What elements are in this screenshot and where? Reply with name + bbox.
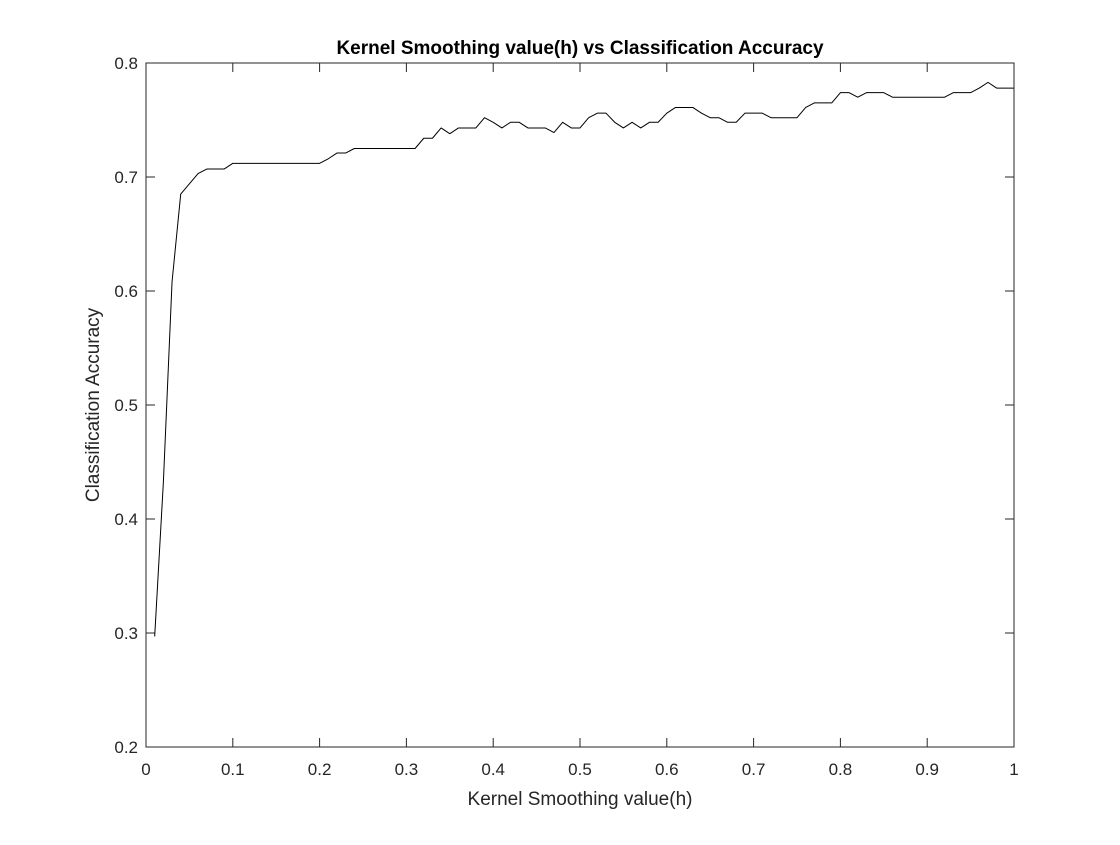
y-axis-label: Classification Accuracy: [83, 307, 104, 502]
x-axis-label: Kernel Smoothing value(h): [468, 789, 693, 810]
plot-area-background: [146, 63, 1014, 747]
x-tick-label: 0.3: [395, 760, 419, 779]
y-tick-label: 0.8: [114, 54, 138, 73]
y-tick-label: 0.5: [114, 396, 138, 415]
y-tick-label: 0.3: [114, 624, 138, 643]
x-tick-label: 0.1: [221, 760, 245, 779]
y-tick-label: 0.2: [114, 738, 138, 757]
plot-area-border: [145, 62, 1015, 748]
x-tick-label: 0: [141, 760, 150, 779]
x-tick-label: 0.6: [655, 760, 679, 779]
x-tick-label: 1: [1009, 760, 1018, 779]
chart-title: Kernel Smoothing value(h) vs Classificat…: [336, 38, 824, 59]
x-tick-label: 0.7: [742, 760, 766, 779]
y-tick-label: 0.4: [114, 510, 138, 529]
y-tick-label: 0.6: [114, 282, 138, 301]
x-tick-label: 0.9: [915, 760, 939, 779]
x-tick-label: 0.8: [829, 760, 853, 779]
y-tick-label: 0.7: [114, 168, 138, 187]
axis-tick-labels: 0 0.1 0.2 0.3 0.4 0.5 0.6 0.7 0.8 0.9 1 0.2 0.3 0.4 0.…: [114, 54, 1018, 779]
x-tick-label: 0.4: [481, 760, 505, 779]
x-tick-label: 0.2: [308, 760, 332, 779]
series-line: [154, 81, 1014, 637]
x-tick-label: 0.5: [568, 760, 592, 779]
